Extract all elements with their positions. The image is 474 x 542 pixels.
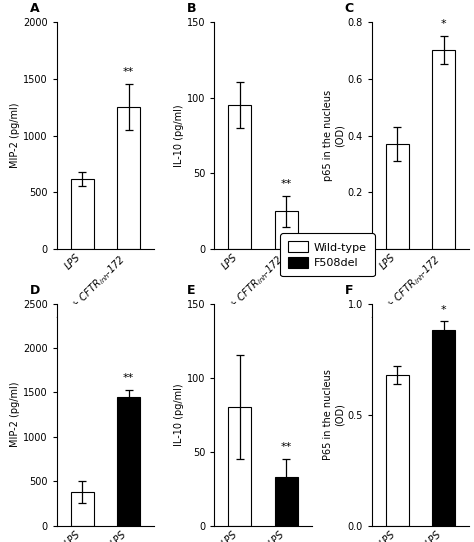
Text: C: C (345, 2, 354, 15)
Bar (117, 107, 140, 249)
Text: **: ** (123, 67, 134, 78)
Bar (386, 144, 409, 249)
Text: **: ** (281, 442, 292, 453)
Bar (432, 50, 456, 249)
Text: D: D (30, 284, 40, 297)
Text: E: E (187, 284, 196, 297)
Bar (274, 477, 298, 526)
Bar (71, 492, 94, 526)
Bar (71, 179, 94, 249)
Text: A: A (30, 2, 39, 15)
Bar (117, 397, 140, 526)
Y-axis label: IL-10 (pg/ml): IL-10 (pg/ml) (174, 383, 184, 446)
Y-axis label: P65 in the nucleus
(OD): P65 in the nucleus (OD) (323, 369, 345, 460)
Text: **: ** (281, 179, 292, 189)
Y-axis label: p65 in the nucleus
(OD): p65 in the nucleus (OD) (323, 90, 345, 181)
Legend: Wild-type, F508del: Wild-type, F508del (281, 233, 374, 276)
Bar (432, 330, 456, 526)
Text: B: B (187, 2, 197, 15)
Y-axis label: MIP-2 (pg/ml): MIP-2 (pg/ml) (10, 382, 20, 447)
Text: *: * (441, 19, 447, 29)
Y-axis label: IL-10 (pg/ml): IL-10 (pg/ml) (174, 104, 184, 167)
Text: **: ** (123, 373, 134, 383)
Bar (228, 105, 252, 249)
Y-axis label: MIP-2 (pg/ml): MIP-2 (pg/ml) (10, 103, 20, 168)
Bar (228, 407, 252, 526)
Text: F: F (345, 284, 353, 297)
Bar (386, 375, 409, 526)
Bar (274, 211, 298, 249)
Text: *: * (441, 305, 447, 314)
